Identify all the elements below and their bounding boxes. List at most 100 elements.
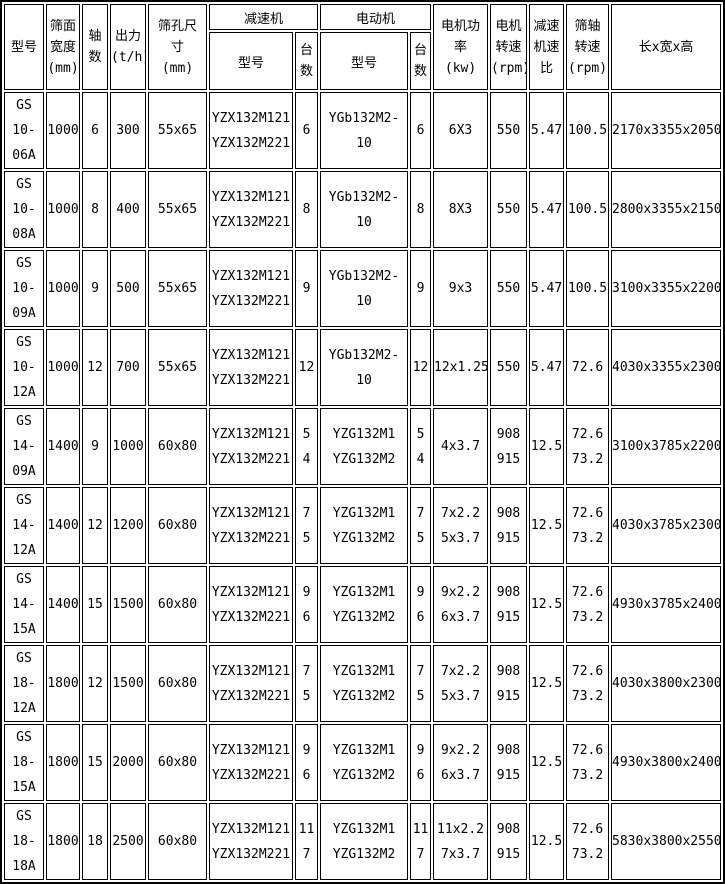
cell-hole-size: 55x65 [148, 329, 207, 406]
cell-line: 915 [496, 767, 521, 783]
cell-output: 1500 [110, 645, 146, 722]
cell-line: YZX132M121 [211, 189, 291, 205]
table-row: GS 14- 12A 1400 12 1200 60x80 YZX132M121 YZX132M… [4, 487, 722, 564]
cell-screen-width: 1800 [46, 724, 80, 801]
cell-line: YGb132M2-10 [328, 347, 400, 388]
header-line: 筛轴 [574, 18, 601, 34]
cell-line: 4930x3800x2400 [612, 755, 722, 770]
col-header-motor-qty: 台 数 [410, 32, 432, 90]
cell-line: 14- [12, 518, 36, 533]
spec-table-body: GS 10- 06A 1000 6 300 55x65 YZX132M121 YZX132M22… [4, 92, 722, 880]
cell-motor-rpm: 908 915 [490, 724, 528, 801]
cell-line: 908 [496, 505, 521, 521]
cell-line: 908 [496, 663, 521, 679]
col-header-dimensions: 长x宽x高 [611, 4, 722, 90]
cell-power: 7x2.2 5x3.7 [433, 645, 489, 722]
cell-line: YZX132M221 [211, 451, 291, 467]
cell-line: 915 [496, 609, 521, 625]
cell-line: YZX132M221 [211, 609, 291, 625]
cell-shaft-rpm: 72.6 73.2 [566, 487, 610, 564]
cell-line: YZG132M2 [332, 451, 396, 467]
header-line: 寸 [170, 39, 184, 55]
cell-ratio: 12.5 [529, 408, 565, 485]
cell-hole-size: 60x80 [148, 803, 207, 880]
cell-line: 2000 [112, 755, 144, 770]
cell-line: 908 [496, 426, 521, 442]
cell-motor-rpm: 908 915 [490, 803, 528, 880]
header-line: 率 [454, 39, 468, 55]
cell-line: YZX132M121 [211, 584, 291, 600]
header-line: 机速 [533, 39, 560, 55]
cell-shafts: 12 [82, 329, 108, 406]
cell-line: 8 [416, 202, 425, 217]
cell-line: YZX132M221 [211, 135, 291, 151]
cell-line: 73.2 [571, 609, 604, 625]
cell-line: 5x3.7 [440, 530, 481, 546]
cell-line: 9 [302, 742, 311, 758]
cell-line: YZX132M221 [211, 214, 291, 230]
cell-model: GS 14- 15A [4, 566, 44, 643]
cell-screen-width: 1400 [46, 487, 80, 564]
cell-shaft-rpm: 72.6 73.2 [566, 566, 610, 643]
header-line: 数 [414, 64, 428, 79]
cell-model: GS 14- 09A [4, 408, 44, 485]
col-header-motor-rpm: 电机 转速 (rpm) [490, 4, 528, 90]
cell-screen-width: 1000 [46, 92, 80, 169]
cell-line: 6 [416, 609, 425, 625]
cell-line: 72.6 [571, 360, 604, 375]
cell-hole-size: 55x65 [148, 250, 207, 327]
cell-shafts: 6 [82, 92, 108, 169]
table-row: GS 10- 09A 1000 9 500 55x65 YZX132M121 YZX132M22… [4, 250, 722, 327]
cell-hole-size: 55x65 [148, 171, 207, 248]
col-header-motor-model: 型号 [320, 32, 409, 90]
cell-line: 1500 [112, 676, 144, 691]
cell-output: 300 [110, 92, 146, 169]
cell-line: 4030x3355x2300 [612, 360, 722, 375]
cell-output: 2000 [110, 724, 146, 801]
cell-shaft-rpm: 72.6 73.2 [566, 724, 610, 801]
cell-shafts: 9 [82, 408, 108, 485]
table-row: GS 10- 08A 1000 8 400 55x65 YZX132M121 YZX132M22… [4, 171, 722, 248]
cell-line: 55x65 [157, 202, 198, 217]
cell-motor-qty: 8 [410, 171, 432, 248]
col-header-shaft-count: 轴 数 [82, 4, 108, 90]
cell-line: YZX132M121 [211, 663, 291, 679]
cell-line: YZG132M1 [332, 663, 396, 679]
header-line: 电机 [495, 18, 522, 34]
cell-line: 12A [12, 385, 36, 400]
cell-line: 1400 [47, 518, 79, 533]
cell-line: 4x3.7 [440, 439, 481, 454]
cell-line: 15A [12, 780, 36, 795]
cell-output: 700 [110, 329, 146, 406]
cell-line: 72.6 [571, 584, 604, 600]
cell-line: 14- [12, 439, 36, 454]
cell-line: 1400 [47, 439, 79, 454]
header-line: 台 [414, 43, 428, 58]
cell-power: 6X3 [433, 92, 489, 169]
cell-line: 1000 [47, 202, 79, 217]
cell-line: YZX132M121 [211, 347, 291, 363]
cell-reducer-model: YZX132M121 YZX132M221 [209, 566, 293, 643]
cell-output: 500 [110, 250, 146, 327]
cell-line: 6 [302, 123, 311, 138]
header-line: 型号 [10, 39, 37, 55]
cell-power: 4x3.7 [433, 408, 489, 485]
cell-line: 400 [116, 202, 140, 217]
col-header-motor-group: 电动机 [320, 4, 432, 30]
cell-motor-rpm: 550 [490, 92, 528, 169]
cell-line: GS [16, 493, 32, 508]
header-line: 数 [300, 64, 314, 79]
cell-line: 60x80 [157, 518, 198, 533]
cell-line: YZG132M2 [332, 609, 396, 625]
cell-model: GS 10- 09A [4, 250, 44, 327]
cell-line: 73.2 [571, 451, 604, 467]
cell-line: YGb132M2-10 [328, 268, 400, 309]
cell-line: YZG132M2 [332, 530, 396, 546]
cell-line: 4 [416, 451, 425, 467]
cell-reducer-model: YZX132M121 YZX132M221 [209, 92, 293, 169]
cell-line: 18- [12, 755, 36, 770]
cell-output: 400 [110, 171, 146, 248]
cell-line: 7x3.7 [440, 846, 481, 862]
